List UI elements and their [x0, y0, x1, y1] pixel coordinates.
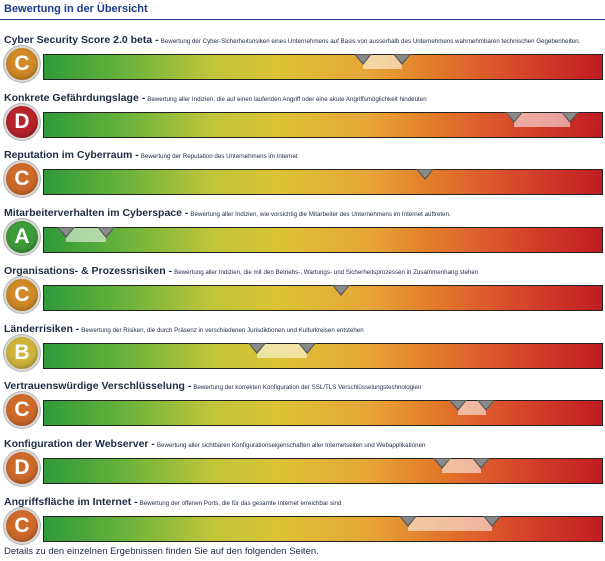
category-name: Cyber Security Score 2.0 beta - [4, 34, 159, 46]
score-marker-icon [432, 457, 451, 469]
category-name: Konfiguration der Webserver - [4, 437, 155, 450]
rating-row: Angriffsfläche im Internet - Bewertung de… [0, 492, 605, 550]
grade-badge: C [4, 46, 40, 82]
category-name: Organisations- & Prozessrisiken - [4, 264, 173, 277]
score-marker-icon [331, 284, 350, 296]
category-description: Bewertung aller Indizien, wie vorsichtig… [190, 211, 451, 219]
row-label: Angriffsfläche im Internet - Bewertung de… [4, 492, 341, 510]
score-marker-icon [471, 457, 490, 469]
rating-row: Konkrete Gefährdungslage - Bewertung alle… [0, 88, 605, 146]
category-name: Reputation im Cyberraum - [4, 149, 139, 162]
grade-badge: C [4, 507, 40, 544]
row-label: Konkrete Gefährdungslage - Bewertung alle… [4, 88, 427, 106]
category-name: Mitarbeiterverhalten im Cyberspace - [4, 207, 189, 220]
grade-badge: C [4, 161, 40, 198]
category-description: Bewertung der offenen Ports, die für das… [139, 499, 342, 507]
score-range-highlight [441, 458, 481, 473]
score-gradient-bar [43, 342, 603, 369]
score-marker-icon [415, 169, 434, 181]
score-range-highlight [514, 112, 571, 127]
row-label: Reputation im Cyberraum - Bewertung der R… [4, 145, 298, 163]
rating-row: Länderrisiken - Bewertung der Risiken, di… [0, 319, 605, 377]
score-marker-icon [57, 227, 76, 239]
category-name: Angriffsfläche im Internet - [4, 495, 138, 508]
grade-badge: D [4, 103, 40, 140]
rating-row: Vertrauenswürdige Verschlüsselung - Bewer… [0, 376, 605, 434]
footer-note: Details zu den einzelnen Ergebnissen fin… [4, 546, 319, 557]
category-name: Länderrisiken - [4, 322, 80, 335]
grade-badge: C [4, 276, 40, 313]
grade-badge: A [4, 219, 40, 256]
score-marker-icon [247, 342, 266, 354]
score-marker-icon [477, 400, 496, 412]
category-description: Bewertung der Cyber-Sicherheitsrisiken e… [160, 38, 581, 45]
row-label: Cyber Security Score 2.0 beta - Bewertung… [4, 30, 580, 48]
rating-row: Organisations- & Prozessrisiken - Bewertu… [0, 261, 605, 319]
score-gradient-bar [43, 111, 603, 138]
score-gradient-bar [43, 400, 603, 427]
score-range-highlight [66, 228, 106, 243]
score-marker-icon [298, 342, 317, 354]
score-range-highlight [363, 55, 403, 69]
header-divider [0, 19, 605, 20]
rating-row: Reputation im Cyberraum - Bewertung der R… [0, 145, 605, 203]
score-marker-icon [399, 515, 417, 527]
score-gradient-bar [43, 169, 603, 196]
score-marker-icon [354, 54, 373, 65]
category-description: Bewertung aller Indizien, die mit den Be… [174, 268, 479, 276]
row-label: Mitarbeiterverhalten im Cyberspace - Bewe… [4, 203, 451, 221]
category-description: Bewertung der Risiken, die durch Präsenz… [81, 326, 364, 334]
score-gradient-bar [43, 457, 603, 484]
score-gradient-bar [43, 515, 603, 542]
score-marker-icon [449, 400, 468, 412]
category-name: Vertrauenswürdige Verschlüsselung - [4, 380, 192, 393]
score-marker-icon [505, 111, 524, 123]
score-range-highlight [256, 343, 308, 358]
category-name: Konkrete Gefährdungslage - [4, 91, 146, 104]
score-marker-icon [561, 111, 580, 123]
row-label: Konfiguration der Webserver - Bewertung a… [4, 434, 425, 452]
score-marker-icon [96, 227, 115, 239]
score-gradient-bar [43, 54, 603, 80]
grade-badge: C [4, 392, 40, 429]
score-marker-icon [483, 515, 501, 527]
rating-row: Mitarbeiterverhalten im Cyberspace - Bewe… [0, 203, 605, 261]
row-label: Organisations- & Prozessrisiken - Bewertu… [4, 261, 478, 279]
page-header: Bewertung in der Übersicht [0, 0, 605, 22]
row-label: Länderrisiken - Bewertung der Risiken, di… [4, 319, 364, 337]
page-title: Bewertung in der Übersicht [4, 3, 148, 15]
category-description: Bewertung der Reputation des Unternehmen… [140, 153, 298, 161]
row-label: Vertrauenswürdige Verschlüsselung - Bewer… [4, 376, 421, 394]
rating-row: Konfiguration der Webserver - Bewertung a… [0, 434, 605, 492]
score-marker-icon [393, 54, 412, 65]
category-description: Bewertung der korrekten Konfiguration de… [193, 384, 422, 392]
score-gradient-bar [43, 227, 603, 254]
score-gradient-bar [43, 284, 603, 311]
category-description: Bewertung aller sichtbaren Konfiguration… [156, 441, 426, 449]
grade-badge: D [4, 449, 40, 486]
score-range-highlight [408, 516, 492, 531]
grade-badge: B [4, 334, 40, 371]
category-description: Bewertung aller Indizien, die auf einen … [147, 95, 427, 103]
rating-row: Cyber Security Score 2.0 beta - Bewertung… [0, 30, 605, 88]
